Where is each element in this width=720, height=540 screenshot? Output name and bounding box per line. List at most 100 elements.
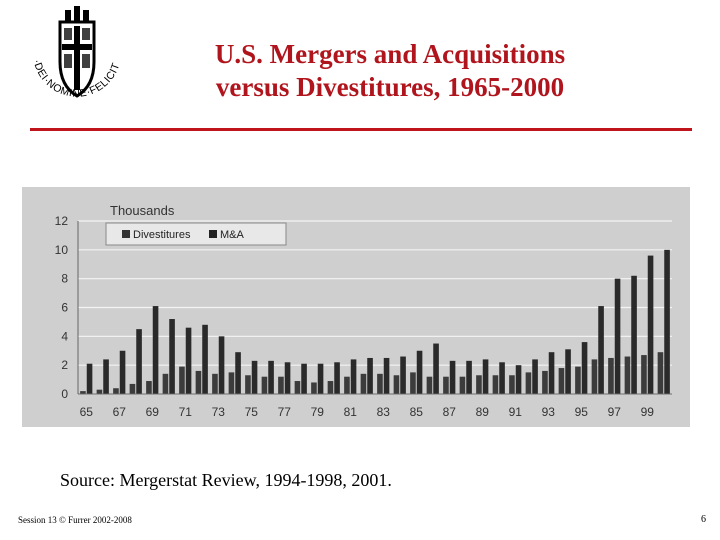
bar-divestitures-1969 <box>146 381 152 394</box>
bar-ma-1972 <box>202 324 208 394</box>
bar-divestitures-1985 <box>410 372 416 395</box>
y-tick-label: 12 <box>55 214 69 228</box>
bar-ma-1984 <box>400 356 406 394</box>
title-divider <box>30 128 692 131</box>
university-seal-icon: IN·DEI·NOMINE·FELICITER <box>18 0 122 100</box>
chart-legend: Divestitures M&A <box>105 222 287 246</box>
bar-divestitures-1968 <box>129 383 136 394</box>
x-tick-label: 81 <box>344 405 358 419</box>
university-seal-logo: IN·DEI·NOMINE·FELICITER <box>18 0 132 124</box>
bar-ma-1987 <box>449 360 456 394</box>
bar-ma-1991 <box>515 365 522 394</box>
bar-ma-1976 <box>268 360 274 394</box>
legend-label-divestitures: Divestitures <box>133 229 191 241</box>
bar-divestitures-1999 <box>641 355 647 394</box>
bar-ma-1965 <box>86 363 93 394</box>
bar-ma-1971 <box>185 327 192 394</box>
y-tick-label: 10 <box>55 243 69 257</box>
bar-divestitures-1966 <box>96 389 103 394</box>
x-tick-label: 85 <box>410 405 424 419</box>
bar-ma-1978 <box>301 363 307 394</box>
x-tick-label: 91 <box>509 405 523 419</box>
bar-divestitures-1967 <box>113 388 119 394</box>
bar-divestitures-1977 <box>278 376 284 394</box>
bar-divestitures-2000 <box>657 352 664 394</box>
x-tick-label: 73 <box>212 405 226 419</box>
legend-swatch-ma <box>209 230 217 238</box>
bar-divestitures-1984 <box>393 375 400 394</box>
x-tick-label: 89 <box>476 405 490 419</box>
bar-divestitures-1973 <box>212 373 218 394</box>
bar-ma-1995 <box>581 342 588 394</box>
bar-ma-1974 <box>235 352 241 394</box>
bar-ma-1970 <box>169 319 175 394</box>
y-tick-label: 2 <box>61 358 68 372</box>
chart-units-label: Thousands <box>110 203 175 218</box>
bar-ma-1977 <box>284 362 291 394</box>
bar-divestitures-1980 <box>327 381 334 394</box>
bar-divestitures-1996 <box>591 359 598 394</box>
slide-title: U.S. Mergers and Acquisitions versus Div… <box>120 38 660 104</box>
bar-divestitures-1989 <box>476 375 482 394</box>
bar-divestitures-1979 <box>311 382 317 394</box>
bar-ma-1983 <box>383 357 390 394</box>
bar-ma-1986 <box>433 343 439 394</box>
bar-divestitures-1981 <box>344 376 350 394</box>
chart-axes: 0 2 4 6 8 10 12 65 67 69 71 73 75 77 79 81 83 85 87 89 91 93 9… <box>55 214 672 419</box>
bar-divestitures-1975 <box>245 375 251 394</box>
bar-divestitures-1994 <box>558 368 565 394</box>
bar-ma-2000 <box>664 249 670 394</box>
bar-ma-1985 <box>416 350 423 394</box>
slide-title-line-1: U.S. Mergers and Acquisitions <box>214 39 566 69</box>
chart-bars <box>80 249 670 395</box>
bar-divestitures-1971 <box>179 366 185 394</box>
legend-box <box>105 222 287 246</box>
page-number: 6 <box>701 514 706 525</box>
bar-divestitures-1998 <box>624 356 631 394</box>
bar-ma-1969 <box>152 306 159 394</box>
bar-ma-1973 <box>218 336 225 394</box>
y-tick-label: 4 <box>61 329 68 343</box>
x-tick-label: 93 <box>542 405 556 419</box>
bar-ma-1967 <box>119 350 126 394</box>
bar-divestitures-1991 <box>509 375 515 394</box>
bar-divestitures-1987 <box>443 376 449 394</box>
bar-ma-1981 <box>350 359 357 394</box>
x-tick-label: 95 <box>575 405 589 419</box>
bar-ma-1966 <box>103 359 109 394</box>
x-tick-label: 99 <box>641 405 655 419</box>
bar-ma-1990 <box>499 362 505 394</box>
bar-ma-1989 <box>482 359 489 394</box>
bar-ma-1996 <box>598 306 604 394</box>
bar-ma-1994 <box>565 349 571 394</box>
x-tick-label: 77 <box>278 405 292 419</box>
bar-divestitures-1993 <box>542 370 548 394</box>
x-tick-label: 71 <box>179 405 193 419</box>
bar-divestitures-1982 <box>360 373 367 394</box>
bar-ma-1993 <box>548 352 555 394</box>
bar-divestitures-1970 <box>162 373 169 394</box>
bar-ma-1982 <box>367 357 373 394</box>
bar-ma-1975 <box>251 360 258 394</box>
bar-divestitures-1992 <box>525 372 532 395</box>
bar-divestitures-1974 <box>228 372 235 395</box>
bar-divestitures-1995 <box>575 366 581 394</box>
x-tick-label: 79 <box>311 405 325 419</box>
y-tick-label: 0 <box>61 387 68 401</box>
bar-ma-1968 <box>136 329 142 395</box>
bar-ma-1980 <box>334 362 340 394</box>
bar-divestitures-1983 <box>377 373 383 394</box>
bar-divestitures-1986 <box>426 376 433 394</box>
bar-divestitures-1972 <box>195 370 202 394</box>
bar-ma-1992 <box>532 359 538 394</box>
x-tick-label: 67 <box>113 405 127 419</box>
x-tick-label: 87 <box>443 405 457 419</box>
bar-divestitures-1988 <box>459 376 466 394</box>
legend-label-ma: M&A <box>220 229 245 241</box>
bar-divestitures-1978 <box>294 381 301 394</box>
bar-ma-1988 <box>466 360 472 394</box>
x-tick-label: 69 <box>146 405 160 419</box>
x-tick-label: 97 <box>608 405 622 419</box>
bar-ma-1997 <box>614 278 621 394</box>
slide-title-line-2: versus Divestitures, 1965-2000 <box>215 72 565 102</box>
